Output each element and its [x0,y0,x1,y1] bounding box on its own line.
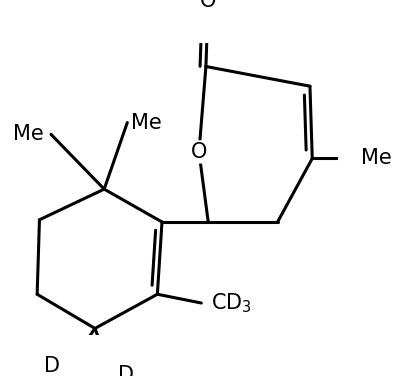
Text: Me: Me [131,112,162,133]
Text: O: O [200,0,216,11]
Text: O: O [191,142,207,162]
Text: Me: Me [361,149,392,168]
Text: CD$_3$: CD$_3$ [211,291,252,315]
Text: D: D [44,356,60,376]
Text: Me: Me [13,124,44,144]
Text: D: D [118,365,134,376]
